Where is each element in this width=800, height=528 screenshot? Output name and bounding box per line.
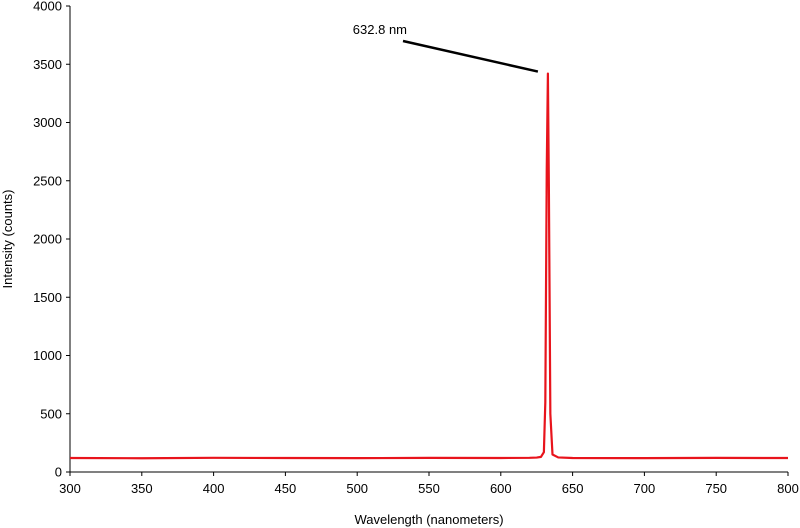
y-tick-label: 0 (55, 465, 62, 480)
x-tick-label: 500 (346, 481, 368, 496)
x-tick-label: 650 (562, 481, 584, 496)
y-tick-label: 2500 (33, 173, 62, 188)
x-tick-label: 750 (705, 481, 727, 496)
y-tick-label: 3500 (33, 57, 62, 72)
y-tick-label: 1000 (33, 348, 62, 363)
y-tick-label: 2000 (33, 232, 62, 247)
x-tick-label: 600 (490, 481, 512, 496)
spectrum-line-series-0 (69, 72, 789, 460)
x-axis-title: Wavelength (nanometers) (354, 512, 503, 527)
annotation-leader-line (402, 39, 539, 73)
x-tick-label: 300 (59, 481, 81, 496)
y-axis-title: Intensity (counts) (0, 190, 15, 289)
x-tick-label: 800 (777, 481, 799, 496)
y-tick-label: 4000 (33, 0, 62, 14)
x-tick-label: 400 (203, 481, 225, 496)
x-tick-label: 350 (131, 481, 153, 496)
y-tick-label: 3000 (33, 115, 62, 130)
x-tick-label: 700 (634, 481, 656, 496)
peak-annotation-label: 632.8 nm (353, 22, 407, 37)
x-tick-label: 450 (275, 481, 297, 496)
y-tick-label: 1500 (33, 290, 62, 305)
y-tick-label: 500 (40, 406, 62, 421)
x-tick-label: 550 (418, 481, 440, 496)
